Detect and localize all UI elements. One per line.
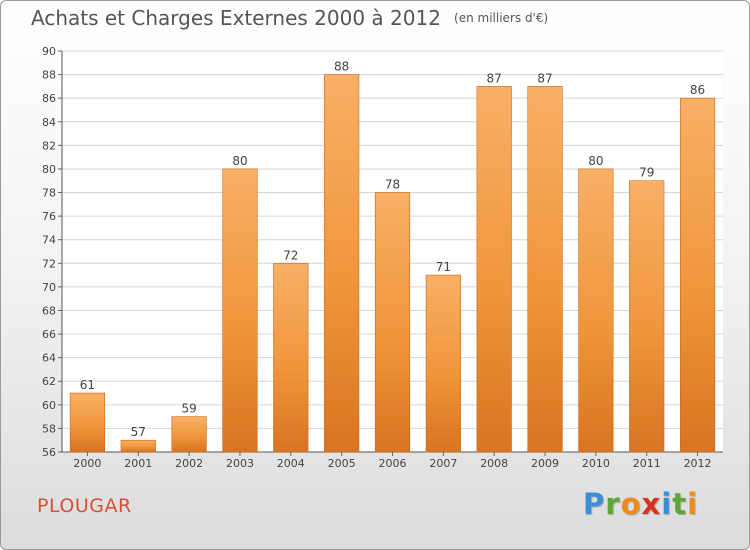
bar-2011 xyxy=(629,180,665,453)
logo-letter: P xyxy=(583,487,606,521)
unit-note: (en milliers d'€) xyxy=(454,11,549,25)
y-tick-label: 68 xyxy=(42,304,56,317)
chart-title: Achats et Charges Externes 2000 à 2012 (… xyxy=(31,6,548,30)
logo-letter: i xyxy=(687,487,699,521)
x-tick-label-2003: 2003 xyxy=(226,457,254,470)
x-tick-label-2005: 2005 xyxy=(328,457,356,470)
y-tick-label: 60 xyxy=(42,399,56,412)
bar-2000 xyxy=(69,392,106,453)
y-tick-label: 84 xyxy=(42,116,56,129)
logo-letter: i xyxy=(661,487,673,521)
x-tick-label-2012: 2012 xyxy=(684,457,712,470)
x-tick-label-2010: 2010 xyxy=(582,457,610,470)
bar-2004 xyxy=(273,262,309,453)
y-tick-label: 82 xyxy=(42,139,56,152)
logo-letter: o xyxy=(620,487,642,521)
bar-2003 xyxy=(222,168,258,453)
x-tick-label-2008: 2008 xyxy=(480,457,508,470)
commune-name: PLOUGAR xyxy=(37,495,132,517)
y-tick-label: 78 xyxy=(42,187,56,200)
x-tick-label-2004: 2004 xyxy=(277,457,305,470)
y-tick-label: 86 xyxy=(42,92,56,105)
chart-title-text: Achats et Charges Externes 2000 à 2012 xyxy=(31,6,441,30)
bar-2002 xyxy=(171,416,207,453)
bar-2012 xyxy=(679,97,716,453)
x-tick-label-2011: 2011 xyxy=(633,457,661,470)
x-tick-label-2007: 2007 xyxy=(429,457,457,470)
y-tick-label: 72 xyxy=(42,257,56,270)
y-tick-label: 64 xyxy=(42,352,56,365)
y-tick-label: 90 xyxy=(42,45,56,58)
x-tick-label-2006: 2006 xyxy=(379,457,407,470)
y-tick-label: 74 xyxy=(42,234,56,247)
y-tick-label: 58 xyxy=(42,422,56,435)
y-tick-label: 76 xyxy=(42,210,56,223)
proxiti-logo: Proxiti xyxy=(583,487,698,521)
bar-2001 xyxy=(120,439,156,453)
bar-2006 xyxy=(374,192,411,453)
x-tick-label-2000: 2000 xyxy=(73,457,101,470)
bar-2005 xyxy=(324,74,360,453)
value-label-2012: 86 xyxy=(690,83,705,97)
value-label-2010: 80 xyxy=(588,154,603,168)
x-tick-label-2001: 2001 xyxy=(124,457,152,470)
value-label-2004: 72 xyxy=(283,248,298,262)
value-label-2002: 59 xyxy=(181,402,196,416)
bar-2009 xyxy=(527,86,563,453)
value-label-2000: 61 xyxy=(80,378,95,392)
x-tick-label-2009: 2009 xyxy=(531,457,559,470)
value-label-2001: 57 xyxy=(131,425,146,439)
value-label-2009: 87 xyxy=(537,71,552,85)
value-label-2011: 79 xyxy=(639,166,654,180)
bar-2007 xyxy=(425,274,461,453)
y-tick-label: 66 xyxy=(42,328,56,341)
x-tick-label-2002: 2002 xyxy=(175,457,203,470)
value-label-2006: 78 xyxy=(385,178,400,192)
y-tick-label: 70 xyxy=(42,281,56,294)
logo-letter: t xyxy=(672,487,688,521)
y-tick-label: 56 xyxy=(42,446,56,459)
y-tick-label: 88 xyxy=(42,69,56,82)
value-label-2005: 88 xyxy=(334,60,349,74)
bar-2008 xyxy=(476,86,512,453)
bar-2010 xyxy=(578,168,614,453)
y-tick-label: 62 xyxy=(42,375,56,388)
y-tick-label: 80 xyxy=(42,163,56,176)
logo-letter: r xyxy=(605,487,621,521)
value-label-2008: 87 xyxy=(487,71,502,85)
value-label-2007: 71 xyxy=(436,260,451,274)
logo-letter: x xyxy=(641,487,662,521)
value-label-2003: 80 xyxy=(232,154,247,168)
